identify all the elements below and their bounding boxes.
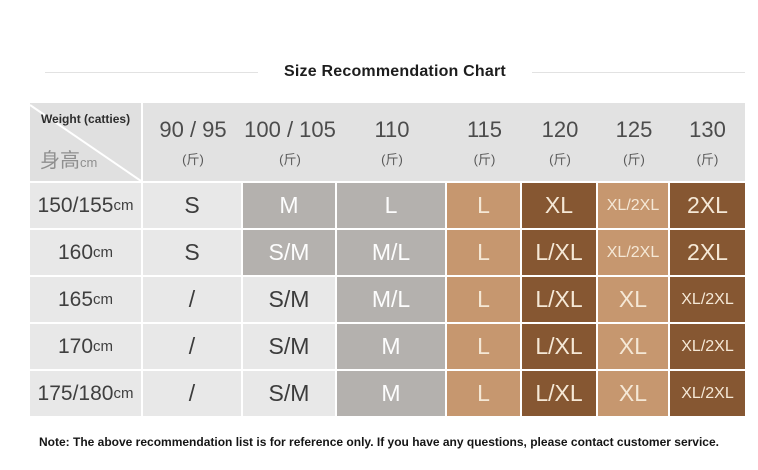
column-header: 100 / 105 (斤) xyxy=(244,116,336,167)
weight-unit: (斤) xyxy=(182,151,204,167)
size-cell: XL xyxy=(522,183,596,228)
size-cell: S/M xyxy=(243,324,335,369)
column-header: 130 (斤) xyxy=(689,116,726,167)
size-cell: XL/2XL xyxy=(598,230,668,275)
note-text: Note: The above recommendation list is f… xyxy=(39,435,719,449)
size-cell: L xyxy=(447,230,520,275)
title-divider-right xyxy=(531,71,745,73)
height-axis-label: 身高cm xyxy=(40,150,98,172)
table-row: 175/180 cm / S/M M L L/XL XL XL/2XL xyxy=(30,371,745,416)
size-recommendation-table: Weight (catties) 身高cm 90 / 95 (斤) 100 / … xyxy=(30,103,745,416)
size-cell: L/XL xyxy=(522,371,596,416)
weight-unit: (斤) xyxy=(279,151,301,167)
size-cell: XL xyxy=(598,277,668,322)
height-label: 150/155 cm xyxy=(30,183,141,228)
weight-unit: (斤) xyxy=(696,151,719,167)
size-cell: XL/2XL xyxy=(670,371,745,416)
size-cell: M/L xyxy=(337,277,445,322)
title-divider-left xyxy=(45,71,259,73)
size-cell: S/M xyxy=(243,371,335,416)
corner-cell: Weight (catties) 身高cm xyxy=(30,103,141,181)
table-row: 165 cm / S/M M/L L L/XL XL XL/2XL xyxy=(30,277,745,322)
size-cell: M/L xyxy=(337,230,445,275)
size-cell: XL xyxy=(598,324,668,369)
size-cell: M xyxy=(243,183,335,228)
table-row: 160 cm S S/M M/L L L/XL XL/2XL 2XL xyxy=(30,230,745,275)
weight-unit: (斤) xyxy=(381,151,403,167)
size-cell: / xyxy=(143,371,241,416)
size-cell: M xyxy=(337,324,445,369)
weight-unit: (斤) xyxy=(473,151,496,167)
column-header: 120 (斤) xyxy=(541,116,579,167)
size-cell: L xyxy=(337,183,445,228)
weight-unit: (斤) xyxy=(623,151,645,167)
height-label: 160 cm xyxy=(30,230,141,275)
size-cell: XL xyxy=(598,371,668,416)
table-row: 150/155 cm S M L L XL XL/2XL 2XL xyxy=(30,183,745,228)
size-cell: S xyxy=(143,183,241,228)
table-row: 170 cm / S/M M L L/XL XL XL/2XL xyxy=(30,324,745,369)
size-cell: / xyxy=(143,277,241,322)
size-cell: / xyxy=(143,324,241,369)
size-cell: S/M xyxy=(243,230,335,275)
table-header-row: Weight (catties) 身高cm 90 / 95 (斤) 100 / … xyxy=(30,103,745,181)
weight-axis-label: Weight (catties) xyxy=(40,112,131,126)
size-cell: 2XL xyxy=(670,183,745,228)
size-cell: M xyxy=(337,371,445,416)
size-cell: L xyxy=(447,324,520,369)
size-cell: XL/2XL xyxy=(598,183,668,228)
size-cell: L xyxy=(447,371,520,416)
diagonal-divider xyxy=(30,104,141,181)
title-row: Size Recommendation Chart xyxy=(45,63,745,81)
size-cell: XL/2XL xyxy=(670,324,745,369)
column-header: 125 (斤) xyxy=(615,116,653,167)
size-cell: L/XL xyxy=(522,277,596,322)
height-label: 170 cm xyxy=(30,324,141,369)
size-cell: 2XL xyxy=(670,230,745,275)
size-cell: XL/2XL xyxy=(670,277,745,322)
size-cell: L/XL xyxy=(522,230,596,275)
size-cell: L xyxy=(447,183,520,228)
height-label: 165 cm xyxy=(30,277,141,322)
page-title: Size Recommendation Chart xyxy=(284,63,506,80)
weight-header-strip: 90 / 95 (斤) 100 / 105 (斤) 110 (斤) 115 (斤… xyxy=(143,103,745,181)
size-cell: S xyxy=(143,230,241,275)
height-label: 175/180 cm xyxy=(30,371,141,416)
size-cell: L xyxy=(447,277,520,322)
weight-unit: (斤) xyxy=(549,151,571,167)
size-cell: L/XL xyxy=(522,324,596,369)
size-cell: S/M xyxy=(243,277,335,322)
column-header: 90 / 95 (斤) xyxy=(159,116,227,167)
column-header: 110 (斤) xyxy=(374,116,410,167)
column-header: 115 (斤) xyxy=(466,116,503,167)
